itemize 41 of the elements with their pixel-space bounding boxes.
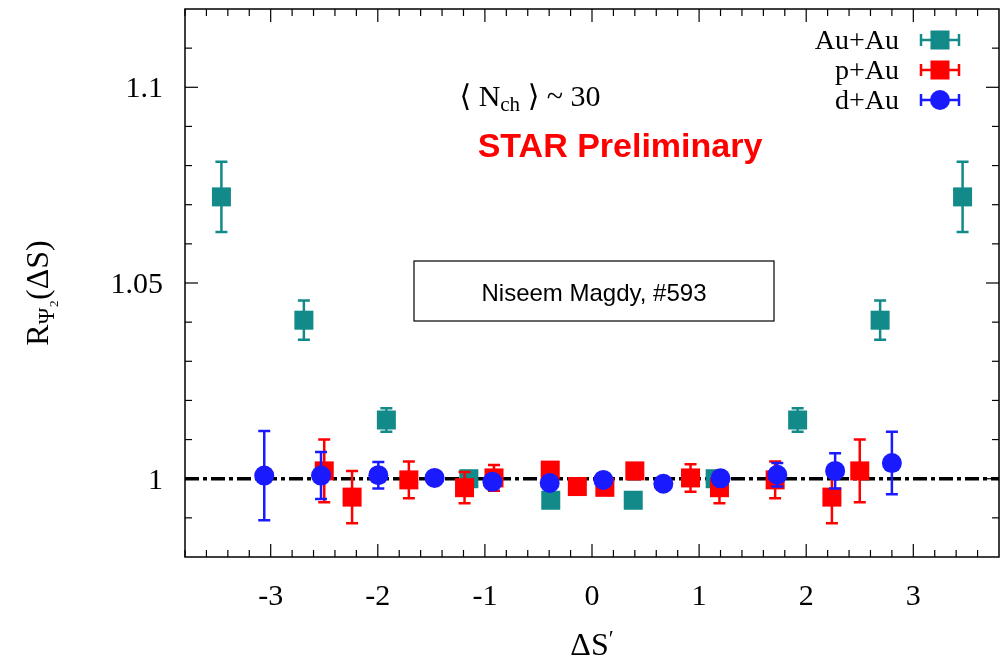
x-tick-label: -1	[472, 578, 498, 611]
point	[953, 187, 973, 207]
point	[311, 465, 332, 486]
x-tick-label: 3	[905, 578, 921, 611]
point	[681, 468, 701, 488]
point	[294, 310, 314, 330]
point	[539, 473, 560, 494]
x-tick-label: 0	[584, 578, 600, 611]
point	[653, 473, 674, 494]
point	[870, 310, 890, 330]
point	[593, 469, 614, 490]
point	[541, 490, 561, 510]
annotation: STAR Preliminary	[477, 126, 763, 164]
y-tick-label: 1.1	[125, 70, 163, 104]
x-tick-label: 2	[798, 578, 814, 611]
point	[211, 187, 231, 207]
point	[254, 465, 275, 486]
legend-label: p+Au	[834, 54, 899, 85]
point	[342, 487, 362, 507]
x-tick-label: -3	[258, 578, 284, 611]
point	[825, 460, 846, 481]
y-tick-label: 1.05	[110, 266, 163, 299]
point	[455, 478, 475, 498]
point	[623, 490, 643, 510]
point	[424, 467, 445, 488]
point	[850, 461, 870, 481]
x-tick-label: -2	[365, 578, 391, 611]
point	[710, 468, 731, 489]
legend-label: d+Au	[834, 84, 899, 115]
annotation: ⟨ N$_{ch}$ ⟩ ~ 30	[459, 79, 601, 117]
x-tick-label: 1	[691, 578, 707, 611]
point	[822, 487, 842, 507]
point	[625, 461, 645, 481]
point	[368, 465, 389, 486]
legend-label: Au+Au	[814, 24, 899, 55]
point	[567, 477, 587, 497]
y-tick-label: 1	[148, 461, 163, 495]
x-axis-title: ΔS$^{′}$	[570, 626, 614, 662]
point	[399, 470, 419, 490]
point	[881, 453, 902, 474]
annotation: Niseem Magdy, #593	[481, 279, 707, 306]
